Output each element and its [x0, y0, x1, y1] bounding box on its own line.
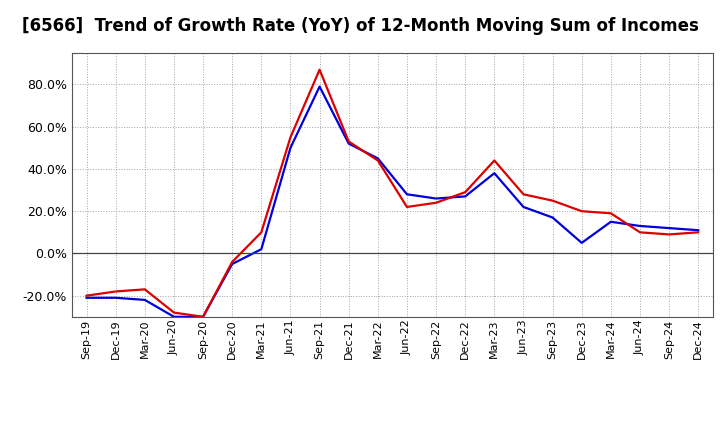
- Ordinary Income Growth Rate: [636, 224, 644, 229]
- Net Income Growth Rate: [315, 67, 324, 72]
- Net Income Growth Rate: [112, 289, 120, 294]
- Net Income Growth Rate: [490, 158, 499, 163]
- Net Income Growth Rate: [228, 259, 236, 264]
- Ordinary Income Growth Rate: [199, 314, 207, 319]
- Line: Ordinary Income Growth Rate: Ordinary Income Growth Rate: [86, 87, 698, 317]
- Ordinary Income Growth Rate: [228, 261, 236, 267]
- Ordinary Income Growth Rate: [344, 141, 353, 146]
- Ordinary Income Growth Rate: [315, 84, 324, 89]
- Net Income Growth Rate: [82, 293, 91, 298]
- Net Income Growth Rate: [548, 198, 557, 203]
- Ordinary Income Growth Rate: [402, 192, 411, 197]
- Ordinary Income Growth Rate: [548, 215, 557, 220]
- Text: [6566]  Trend of Growth Rate (YoY) of 12-Month Moving Sum of Incomes: [6566] Trend of Growth Rate (YoY) of 12-…: [22, 18, 698, 35]
- Net Income Growth Rate: [606, 211, 615, 216]
- Ordinary Income Growth Rate: [170, 314, 179, 319]
- Net Income Growth Rate: [577, 209, 586, 214]
- Net Income Growth Rate: [170, 310, 179, 315]
- Ordinary Income Growth Rate: [432, 196, 441, 201]
- Ordinary Income Growth Rate: [519, 204, 528, 209]
- Ordinary Income Growth Rate: [286, 145, 294, 150]
- Ordinary Income Growth Rate: [665, 225, 673, 231]
- Net Income Growth Rate: [374, 158, 382, 163]
- Ordinary Income Growth Rate: [374, 156, 382, 161]
- Ordinary Income Growth Rate: [461, 194, 469, 199]
- Line: Net Income Growth Rate: Net Income Growth Rate: [86, 70, 698, 317]
- Ordinary Income Growth Rate: [82, 295, 91, 301]
- Net Income Growth Rate: [199, 314, 207, 319]
- Ordinary Income Growth Rate: [112, 295, 120, 301]
- Ordinary Income Growth Rate: [694, 227, 703, 233]
- Net Income Growth Rate: [636, 230, 644, 235]
- Net Income Growth Rate: [140, 287, 149, 292]
- Ordinary Income Growth Rate: [606, 219, 615, 224]
- Ordinary Income Growth Rate: [577, 240, 586, 246]
- Net Income Growth Rate: [432, 200, 441, 205]
- Net Income Growth Rate: [461, 190, 469, 195]
- Net Income Growth Rate: [257, 230, 266, 235]
- Ordinary Income Growth Rate: [140, 297, 149, 303]
- Net Income Growth Rate: [694, 230, 703, 235]
- Net Income Growth Rate: [402, 204, 411, 209]
- Net Income Growth Rate: [286, 135, 294, 140]
- Ordinary Income Growth Rate: [490, 171, 499, 176]
- Ordinary Income Growth Rate: [257, 246, 266, 252]
- Net Income Growth Rate: [519, 192, 528, 197]
- Net Income Growth Rate: [665, 232, 673, 237]
- Net Income Growth Rate: [344, 139, 353, 144]
